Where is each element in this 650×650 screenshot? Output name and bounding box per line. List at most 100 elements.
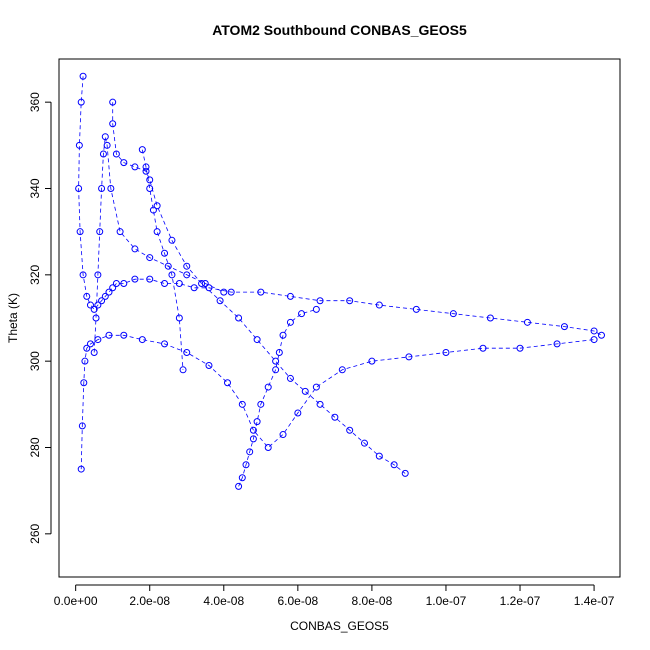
data-point [294,409,302,417]
data-point [401,469,409,477]
data-point [360,439,368,447]
x-tick-label: 4.0e-08 [203,594,244,608]
data-point [298,310,306,318]
x-tick-label: 1.4e-07 [574,594,615,608]
data-point [146,176,154,184]
data-point [238,474,246,482]
data-point [112,150,120,158]
x-tick-label: 1.2e-07 [500,594,541,608]
data-point [442,349,450,357]
series-line [80,334,595,470]
data-point [105,288,113,296]
data-point [94,271,102,279]
x-tick-label: 2.0e-08 [129,594,170,608]
data-point [368,357,376,365]
data-point [138,336,146,344]
data-point [161,340,169,348]
data-point [516,344,524,352]
data-point [479,344,487,352]
data-point [486,314,494,322]
data-point [238,400,246,408]
y-tick-label: 260 [28,524,42,544]
series-line [112,102,406,474]
data-point [153,202,161,210]
data-point [153,228,161,236]
data-point [216,297,224,305]
data-point [80,379,88,387]
data-point [253,418,261,426]
data-point [198,279,206,287]
data-point [286,374,294,382]
plot-frame [58,58,621,578]
data-point [523,318,531,326]
data-point [146,254,154,262]
data-point [201,279,209,287]
data-point [90,349,98,357]
x-axis-label: CONBAS_GEOS5 [290,619,389,633]
data-point [553,340,561,348]
data-point [79,271,87,279]
data-point [96,228,104,236]
data-point [83,344,91,352]
data-point [161,249,169,257]
data-point [253,336,261,344]
data-point [183,262,191,270]
data-point [86,340,94,348]
data-point [120,279,128,287]
data-point [175,279,183,287]
data-point [190,284,198,292]
chart-title: ATOM2 Southbound CONBAS_GEOS5 [212,22,467,38]
y-tick-label: 340 [28,178,42,198]
data-point [75,185,83,192]
data-point [109,120,117,128]
data-point [94,336,102,344]
data-point [161,279,169,287]
data-point [449,310,457,318]
data-point [227,288,235,296]
data-point [264,444,272,451]
data-point [81,357,89,365]
data-point [279,331,287,339]
data-point [78,422,86,430]
data-point [316,400,324,408]
data-point [103,141,111,149]
data-point [375,301,383,309]
data-point [286,292,294,300]
data-point [116,228,124,236]
data-point [109,98,117,106]
data-point [275,349,283,357]
data-point [98,185,106,192]
data-point [312,383,320,391]
x-tick-label: 8.0e-08 [352,594,393,608]
data-point [272,357,280,365]
data-point [264,383,272,391]
data-point [597,331,605,339]
x-tick-label: 6.0e-08 [277,594,318,608]
data-point [331,413,339,421]
data-point [405,353,413,361]
data-point [346,426,354,434]
data-point [338,366,346,374]
series-line [78,76,602,336]
data-point [92,314,100,322]
data-point [142,163,150,171]
data-point [235,314,243,322]
data-point [183,349,191,357]
data-point [249,435,257,443]
data-point [257,288,265,296]
data-point [146,185,154,192]
data-point [316,297,324,305]
data-point [168,271,176,279]
data-point [223,379,231,387]
data-point [142,167,150,175]
data-point [412,305,420,313]
data-point [101,292,109,300]
data-point [242,461,250,469]
data-point [257,400,265,408]
data-point [131,245,139,253]
data-point [99,150,107,158]
data-point [301,387,309,395]
data-point [112,279,120,287]
data-point [105,331,113,339]
data-point [164,262,172,270]
